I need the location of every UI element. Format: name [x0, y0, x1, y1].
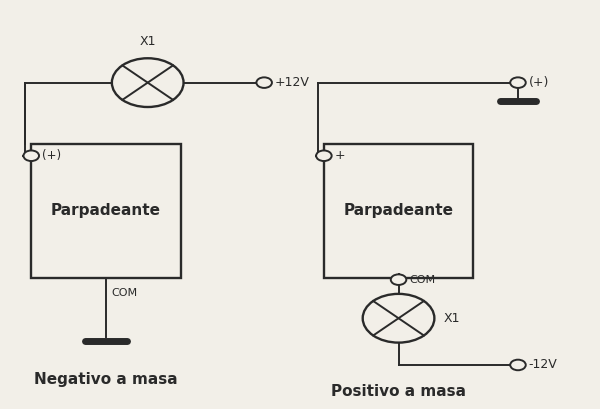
- Text: Parpadeante: Parpadeante: [344, 203, 454, 218]
- Text: COM: COM: [112, 288, 138, 298]
- Text: Negativo a masa: Negativo a masa: [34, 372, 178, 387]
- Text: +12V: +12V: [275, 76, 310, 89]
- Bar: [324, 144, 473, 278]
- Text: (+): (+): [529, 76, 549, 89]
- Circle shape: [256, 77, 272, 88]
- Circle shape: [510, 360, 526, 370]
- Text: X1: X1: [139, 35, 156, 48]
- Text: (+): (+): [42, 149, 61, 162]
- Text: Positivo a masa: Positivo a masa: [331, 384, 466, 400]
- Text: X1: X1: [443, 312, 460, 325]
- Circle shape: [510, 77, 526, 88]
- Text: +: +: [335, 149, 345, 162]
- Text: Parpadeante: Parpadeante: [51, 203, 161, 218]
- Circle shape: [23, 151, 39, 161]
- Text: COM: COM: [409, 275, 436, 285]
- Text: -12V: -12V: [529, 358, 557, 371]
- Bar: [31, 144, 181, 278]
- Circle shape: [391, 274, 406, 285]
- Circle shape: [316, 151, 332, 161]
